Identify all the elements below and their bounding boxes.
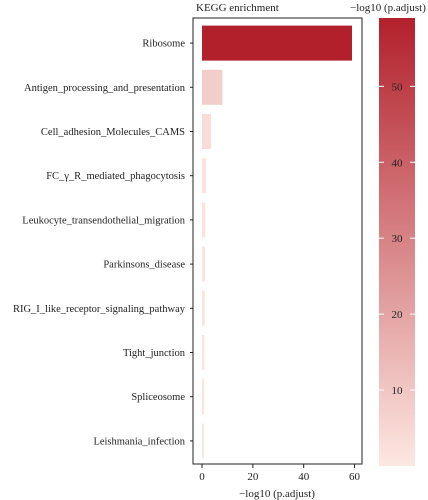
colorbar-title: −log10 (p.adjust): [350, 2, 426, 14]
bar-3: [202, 114, 211, 149]
bar-10: [202, 423, 205, 459]
category-label: Leukocyte_transendothelial_migration: [22, 215, 185, 226]
x-tick-label: 60: [349, 471, 361, 483]
bar-6: [202, 246, 206, 282]
colorbar-ticks: 10 20 30 40 50: [379, 81, 415, 397]
colorbar: [379, 18, 415, 466]
bar-5: [202, 202, 206, 238]
category-label: Parkinsons_disease: [103, 260, 185, 271]
colorbar-tick-label: 30: [392, 233, 404, 245]
bar-7: [202, 290, 205, 326]
plot-frame: [192, 17, 363, 465]
bar-8: [202, 335, 205, 370]
colorbar-tick-label: 10: [392, 385, 404, 397]
colorbar-tick-label: 50: [392, 81, 404, 93]
bar-1: [202, 25, 352, 61]
x-tick-label: 40: [298, 471, 310, 483]
bar-group: [202, 25, 352, 459]
bar-9: [202, 379, 205, 415]
colorbar-tick-label: 40: [392, 157, 404, 169]
category-label: Tight_junction: [123, 348, 186, 359]
bar-4: [202, 158, 207, 194]
x-axis: 0 20 40 60: [199, 464, 361, 483]
chart-title: KEGG enrichment: [196, 2, 279, 14]
category-labels: Ribosome Antigen_processing_and_presentat…: [13, 39, 193, 447]
x-axis-label: −log10 (p.adjust): [239, 488, 315, 500]
category-label: Ribosome: [142, 39, 185, 50]
category-label: FC_γ_R_mediated_phagocytosis: [46, 171, 185, 182]
x-tick-label: 20: [247, 471, 259, 483]
category-label: Cell_adhesion_Molecules_CAMS: [41, 127, 185, 138]
bar-2: [202, 69, 223, 105]
category-label: Spliceosome: [131, 392, 185, 403]
category-label: RIG_I_like_receptor_signaling_pathway: [13, 304, 186, 315]
x-tick-label: 0: [199, 471, 205, 483]
colorbar-tick-label: 20: [392, 309, 404, 321]
category-label: Leishmania_infection: [93, 436, 185, 447]
category-label: Antigen_processing_and_presentation: [24, 83, 186, 94]
